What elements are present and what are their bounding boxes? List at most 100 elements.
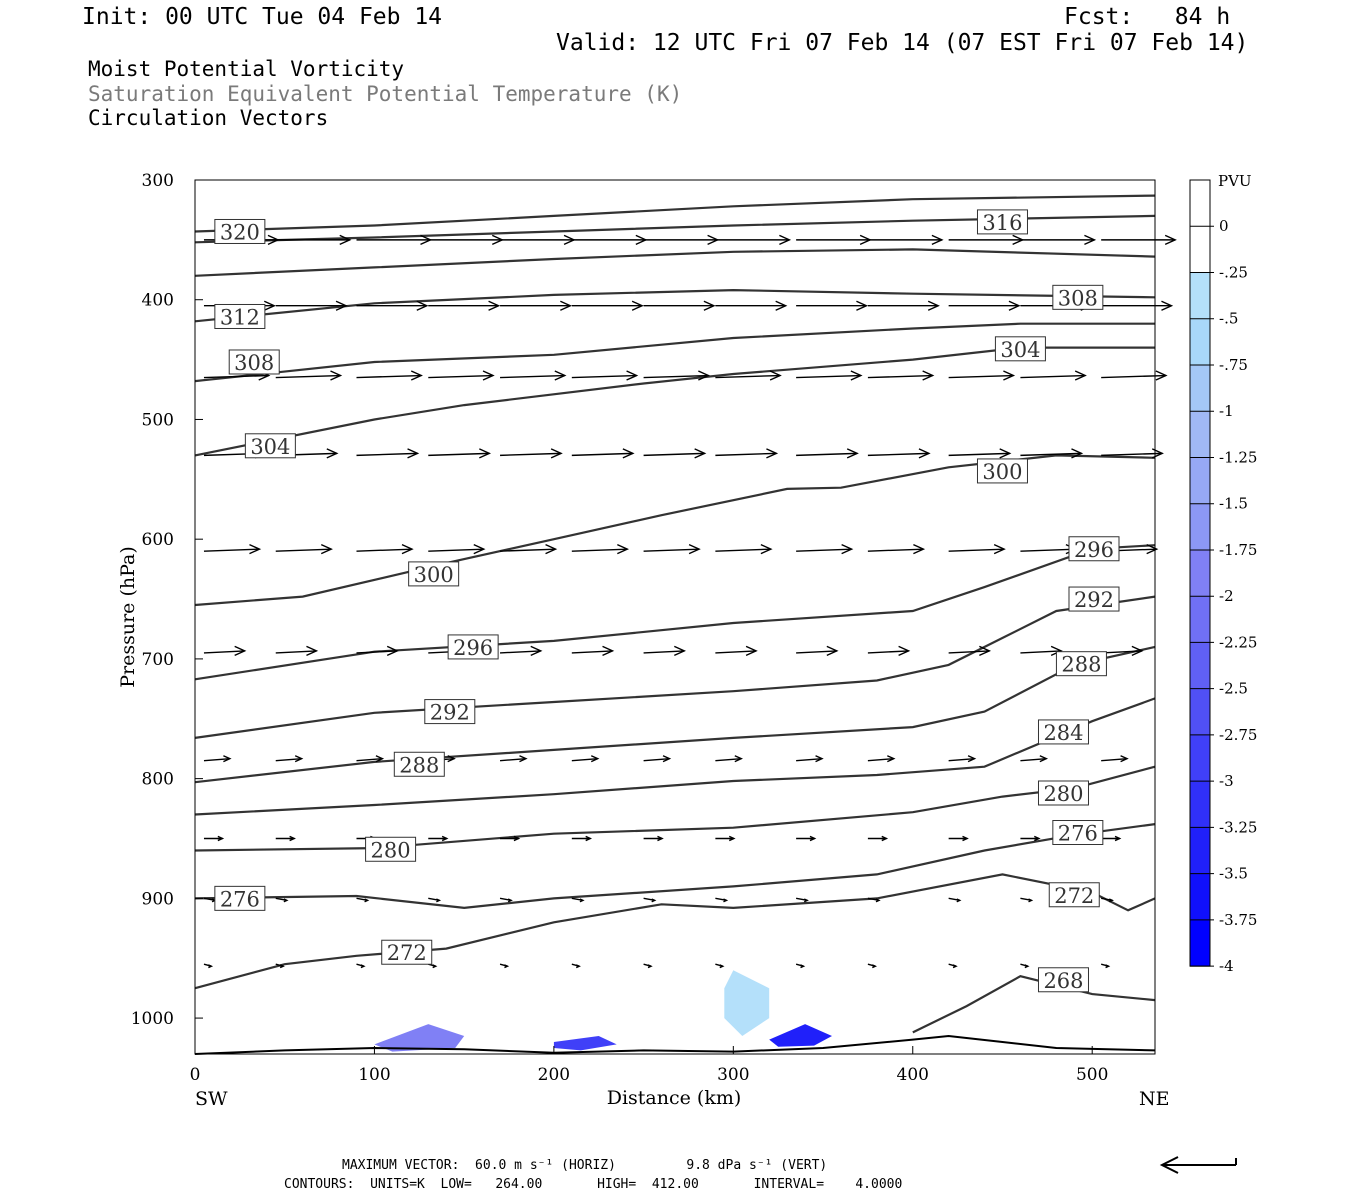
contour-label-308-3: 308	[228, 349, 280, 375]
contour-label-276-18: 276	[214, 885, 266, 911]
vector-1-4	[500, 300, 573, 311]
contour-line-276-18	[194, 823, 1156, 910]
colorbar-label-1: -.25	[1219, 263, 1248, 281]
colorbar-label-11: -2.75	[1219, 726, 1257, 744]
colorbar-swatch-7	[1190, 503, 1210, 550]
vector-6-2	[356, 755, 385, 763]
colorbar-swatch-11	[1190, 688, 1210, 735]
vector-7-12	[1101, 835, 1122, 842]
x-tick-label-0: 0	[190, 1065, 201, 1085]
vector-2-2	[356, 370, 423, 381]
vector-6-4	[499, 755, 528, 763]
vector-1-2	[356, 300, 429, 311]
vector-7-0	[203, 835, 225, 842]
vector-2-4	[500, 370, 567, 381]
vector-7-10	[948, 835, 969, 842]
contour-label-304-6: 304	[994, 336, 1046, 362]
y-axis-title: Pressure (hPa)	[117, 546, 139, 688]
vector-8-0	[203, 897, 217, 903]
valid-time: Valid: 12 UTC Fri 07 Feb 14 (07 EST Fri …	[556, 30, 1249, 56]
svg-text:320: 320	[220, 220, 260, 244]
y-tick-label-600: 600	[142, 530, 174, 550]
contour-label-316-1: 316	[976, 209, 1028, 235]
vector-2-9	[867, 370, 935, 381]
terrain-line	[194, 1034, 1156, 1055]
vector-8-6	[643, 897, 657, 903]
vector-2-3	[428, 370, 495, 381]
x-tick-label-500: 500	[1076, 1065, 1108, 1085]
contour-line-268-22	[912, 975, 1156, 1034]
contour-label-292-12: 292	[1068, 586, 1120, 612]
vector-4-11	[1020, 544, 1078, 555]
vector-4-0	[203, 544, 262, 555]
svg-text:296: 296	[453, 636, 493, 660]
vector-3-12	[1101, 448, 1164, 459]
vector-9-11	[1020, 963, 1030, 969]
vector-8-5	[571, 897, 585, 903]
colorbar-swatch-3	[1190, 318, 1210, 365]
vector-6-0	[203, 755, 232, 763]
y-tick-label-700: 700	[142, 650, 174, 670]
vector-6-1	[275, 755, 304, 763]
vector-4-3	[428, 544, 486, 555]
vector-3-8	[796, 448, 859, 459]
vector-3-9	[867, 448, 931, 459]
vector-9-7	[715, 963, 725, 969]
svg-text:272: 272	[387, 941, 427, 965]
vector-4-6	[643, 544, 701, 555]
vector-8-2	[356, 897, 370, 903]
vector-9-6	[643, 963, 653, 969]
vector-1-6	[643, 300, 716, 311]
contour-label-272-21: 272	[1048, 882, 1100, 908]
svg-text:296: 296	[1074, 538, 1114, 562]
pv-shade-7	[769, 1024, 832, 1047]
colorbar-swatch-12	[1190, 734, 1210, 782]
vector-3-3	[428, 448, 492, 459]
vector-7-11	[1020, 835, 1041, 842]
vector-0-8	[796, 234, 872, 246]
vector-3-4	[500, 448, 563, 459]
vector-8-3	[428, 897, 442, 903]
reference-vector-icon	[1159, 1156, 1237, 1174]
title-theta-es: Saturation Equivalent Potential Temperat…	[88, 82, 683, 106]
vector-0-7	[715, 234, 792, 246]
vector-3-10	[948, 448, 1012, 459]
vector-9-8	[795, 963, 806, 969]
svg-text:280: 280	[1043, 782, 1083, 806]
contour-label-300-8: 300	[976, 458, 1028, 484]
vector-3-11	[1020, 448, 1084, 459]
colorbar-label-9: -2.25	[1219, 633, 1257, 651]
terrain-layer	[194, 1034, 1156, 1055]
colorbar-swatch-0	[1190, 180, 1210, 227]
contour-label-layer: 320 316 312 308 308 304 304 300 300 296 296 292 292 2…	[214, 209, 1120, 993]
vector-1-1	[275, 300, 348, 311]
vector-7-3	[428, 835, 449, 842]
x-tick-label-100: 100	[358, 1065, 390, 1085]
vector-9-2	[356, 963, 366, 969]
vector-5-8	[796, 645, 839, 657]
vector-4-1	[275, 544, 333, 555]
y-tick-label-500: 500	[142, 410, 174, 430]
vector-8-12	[1101, 897, 1114, 903]
svg-text:276: 276	[1058, 822, 1098, 846]
pvu-colorbar: PVU 0 -.25 -.5 -.75 -1 -1.25 -1.5 -1.75 -2 -2.25 -2…	[1189, 172, 1257, 975]
contour-label-312-2: 312	[214, 303, 266, 329]
vector-2-5	[571, 370, 639, 381]
footer-contours: CONTOURS: UNITS=K LOW= 264.00 HIGH= 412.…	[284, 1177, 903, 1192]
forecast-hour: Fcst: 84 h	[1064, 4, 1231, 30]
contour-label-280-16: 280	[365, 836, 417, 862]
vector-5-2	[356, 645, 399, 657]
contour-label-272-20: 272	[381, 939, 433, 965]
vector-7-5	[571, 835, 593, 842]
vector-8-7	[715, 897, 729, 903]
contour-line-316-1	[194, 214, 1156, 244]
vector-9-0	[203, 963, 214, 969]
vector-2-12	[1101, 370, 1168, 381]
svg-text:300: 300	[982, 460, 1022, 484]
vector-1-10	[948, 300, 1021, 311]
circulation-vector-layer	[203, 234, 1177, 969]
colorbar-swatch-8	[1190, 549, 1210, 597]
colorbar-label-4: -1	[1219, 402, 1234, 420]
contour-label-320-0: 320	[214, 218, 266, 244]
